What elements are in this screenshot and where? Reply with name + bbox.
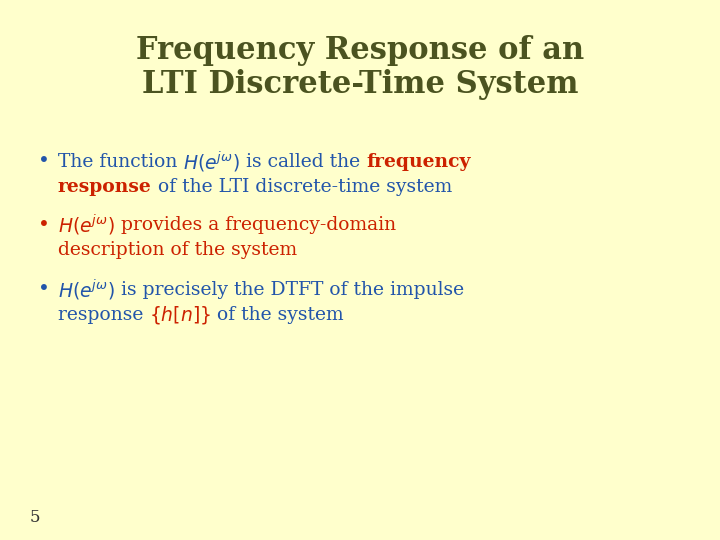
- Text: 5: 5: [30, 510, 40, 526]
- Text: of the system: of the system: [211, 306, 344, 324]
- Text: is precisely the DTFT of the impulse: is precisely the DTFT of the impulse: [114, 281, 464, 299]
- Text: $\{h[n]\}$: $\{h[n]\}$: [149, 304, 211, 326]
- Text: response: response: [58, 306, 149, 324]
- Text: is called the: is called the: [240, 153, 366, 171]
- Text: •: •: [38, 215, 50, 234]
- Text: Frequency Response of an: Frequency Response of an: [136, 35, 584, 65]
- Text: $H(e^{j\omega})$: $H(e^{j\omega})$: [58, 278, 114, 302]
- Text: •: •: [38, 152, 50, 172]
- Text: •: •: [38, 280, 50, 300]
- Text: description of the system: description of the system: [58, 241, 297, 259]
- Text: The function: The function: [58, 153, 184, 171]
- Text: frequency: frequency: [366, 153, 471, 171]
- Text: $H(e^{j\omega})$: $H(e^{j\omega})$: [58, 213, 114, 237]
- Text: response: response: [58, 178, 152, 196]
- Text: of the LTI discrete-time system: of the LTI discrete-time system: [152, 178, 452, 196]
- Text: $H(e^{j\omega})$: $H(e^{j\omega})$: [184, 150, 240, 174]
- Text: LTI Discrete-Time System: LTI Discrete-Time System: [142, 70, 578, 100]
- Text: provides a frequency-domain: provides a frequency-domain: [114, 216, 396, 234]
